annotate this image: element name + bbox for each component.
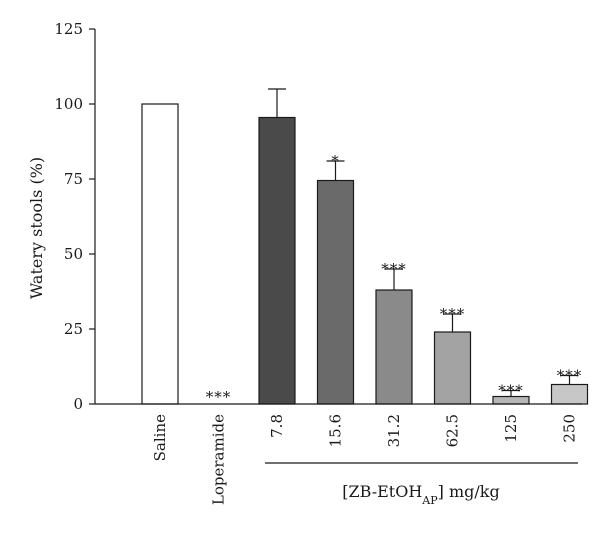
x-tick-label: Saline: [151, 414, 169, 461]
bars-layer: ****************: [95, 88, 589, 406]
x-tick-label: 125: [502, 414, 520, 443]
y-axis: 0 25 50 75 100 125: [54, 20, 96, 413]
significance-label: ***: [498, 382, 524, 400]
significance-label: ***: [381, 260, 407, 278]
bar: [258, 116, 296, 405]
y-tick-label: 25: [64, 320, 83, 338]
significance-label: ***: [206, 388, 232, 406]
x-tick-label: 250: [561, 414, 579, 443]
y-tick-label: 125: [54, 20, 83, 38]
significance-label: ***: [557, 367, 583, 385]
bar: [141, 103, 179, 405]
bar: [375, 289, 413, 405]
x-tick-label: 31.2: [385, 414, 403, 447]
y-tick-label: 100: [54, 95, 83, 113]
y-tick-label: 75: [64, 170, 83, 188]
bar: [550, 383, 589, 405]
x-tick-label: 15.6: [327, 414, 345, 447]
x-tick-label: Loperamide: [210, 414, 228, 505]
group-label: [ZB-EtOHAP] mg/kg: [342, 482, 499, 507]
x-tick-labels: Saline Loperamide 7.8 15.6 31.2 62.5 125 250: [151, 414, 579, 505]
significance-label: ***: [440, 305, 466, 323]
x-tick-label: 7.8: [268, 414, 286, 438]
group-label-suffix: ] mg/kg: [438, 482, 500, 501]
bar: [316, 179, 355, 405]
group-label-main: [ZB-EtOH: [342, 482, 422, 501]
significance-label: *: [331, 152, 340, 170]
y-tick-label: 0: [73, 395, 83, 413]
y-tick-label: 50: [64, 245, 83, 263]
x-tick-label: 62.5: [444, 414, 462, 447]
group-label-subscript: AP: [421, 494, 438, 507]
bar: [433, 331, 472, 405]
y-axis-title: Watery stools (%): [27, 157, 46, 299]
